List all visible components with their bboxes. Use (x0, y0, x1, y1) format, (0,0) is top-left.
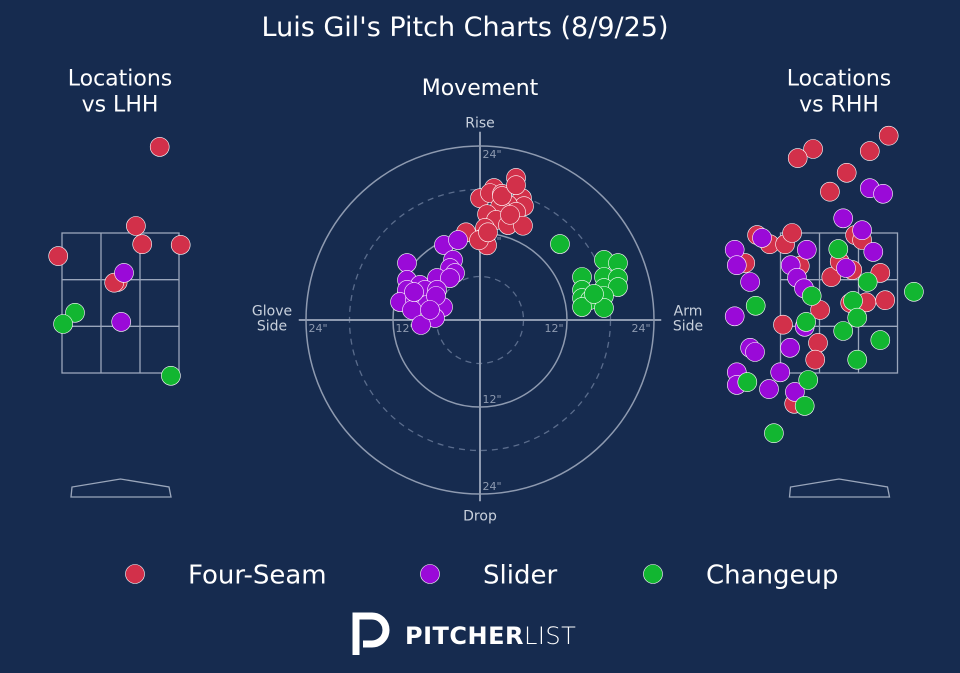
pitch-point (787, 148, 808, 168)
pitch-point (170, 235, 191, 255)
pitch-point (820, 181, 840, 202)
pitch-point (724, 306, 745, 327)
pitch-point (752, 228, 772, 248)
pitch-point (737, 372, 758, 392)
pitch-point (448, 230, 468, 250)
pitch-point (764, 423, 784, 444)
brand-bold: PITCHER (405, 622, 524, 650)
pitch-point (506, 175, 526, 195)
brand: PITCHERLIST (405, 622, 576, 650)
pitch-point (796, 240, 817, 260)
pitch-point (404, 282, 424, 302)
pitch-point (873, 184, 893, 204)
strike-zone (61, 232, 180, 374)
pitch-point (857, 272, 878, 292)
pitch-point (859, 141, 880, 161)
pitch-point (780, 337, 800, 358)
pitch-point (833, 208, 854, 229)
pitch-point (745, 295, 766, 316)
legend-marker (420, 564, 440, 584)
pitch-point (513, 215, 533, 236)
pitch-point (828, 239, 849, 259)
axis-label: Rise (465, 115, 495, 132)
pitch-point (745, 342, 765, 362)
pitch-point (770, 362, 791, 383)
x-tick-label: 12" (544, 322, 563, 335)
pitch-point (801, 286, 822, 306)
pitch-point (397, 253, 417, 273)
y-tick-label: 24" (482, 148, 501, 161)
legend-label: Four-Seam (188, 561, 327, 591)
y-tick-label: 12" (482, 393, 501, 406)
pitch-point (847, 307, 868, 328)
pitch-point (878, 125, 899, 146)
pitch-point (420, 300, 440, 320)
pitch-point (584, 284, 604, 304)
panel-title: Locations vs RHH (786, 66, 892, 118)
axis-label: Glove Side (251, 303, 293, 335)
pitch-point (847, 349, 868, 370)
x-tick-label: 24" (308, 322, 327, 335)
pitch-point (904, 281, 924, 302)
pitch-point (726, 255, 747, 276)
pitch-point (808, 333, 828, 353)
pitch-point (126, 216, 146, 236)
pitch-point (821, 267, 842, 287)
y-tick-label: 24" (482, 480, 501, 493)
pitch-point (478, 222, 498, 243)
strike-zone (779, 232, 899, 374)
pitch-point (114, 263, 134, 283)
home-plate (788, 478, 891, 498)
legend-label: Slider (483, 561, 557, 591)
pitch-point (773, 314, 793, 335)
pitch-point (785, 382, 805, 402)
legend-label: Changeup (706, 561, 839, 591)
chart-title: Luis Gil's Pitch Charts (8/9/25) (261, 11, 669, 43)
pitch-point (794, 396, 815, 416)
legend-marker (643, 564, 663, 584)
pitch-point (440, 268, 460, 288)
axis-label: Drop (463, 508, 497, 525)
pitch-point (53, 314, 73, 334)
pitch-point (782, 223, 802, 243)
pitch-point (161, 365, 181, 386)
panel-title: Locations vs LHH (67, 66, 173, 118)
brand-logo (352, 612, 390, 655)
pitch-point (863, 242, 884, 262)
pitch-point (608, 277, 628, 297)
pitch-point (111, 312, 131, 332)
home-plate (70, 478, 172, 498)
pitch-point (740, 272, 760, 292)
pitch-point (843, 291, 863, 311)
pitch-point (550, 234, 570, 254)
x-tick-label: 24" (631, 322, 650, 335)
pitch-point (803, 139, 823, 159)
x-tick-label: 12" (395, 322, 414, 335)
pitch-point (796, 312, 816, 332)
pitch-point (836, 258, 856, 278)
pitch-point (870, 330, 891, 350)
pitch-point (594, 298, 614, 318)
pitch-point (149, 137, 170, 157)
pitch-point (759, 379, 779, 399)
pitch-point (500, 205, 520, 225)
legend-marker (125, 564, 145, 584)
brand-light: LIST (523, 622, 577, 650)
panel-title: Movement (421, 75, 539, 101)
pitch-point (875, 290, 896, 311)
pitch-point (798, 370, 819, 390)
pitch-point (492, 186, 512, 206)
pitch-point (836, 163, 857, 183)
pitch-point (833, 321, 854, 341)
pitch-point (572, 297, 592, 317)
pitch-point (48, 246, 69, 266)
pitch-point (132, 234, 152, 254)
axis-label: Arm Side (672, 303, 704, 335)
pitch-point (411, 315, 431, 335)
pitch-point (805, 349, 826, 370)
pitch-point (852, 220, 872, 240)
